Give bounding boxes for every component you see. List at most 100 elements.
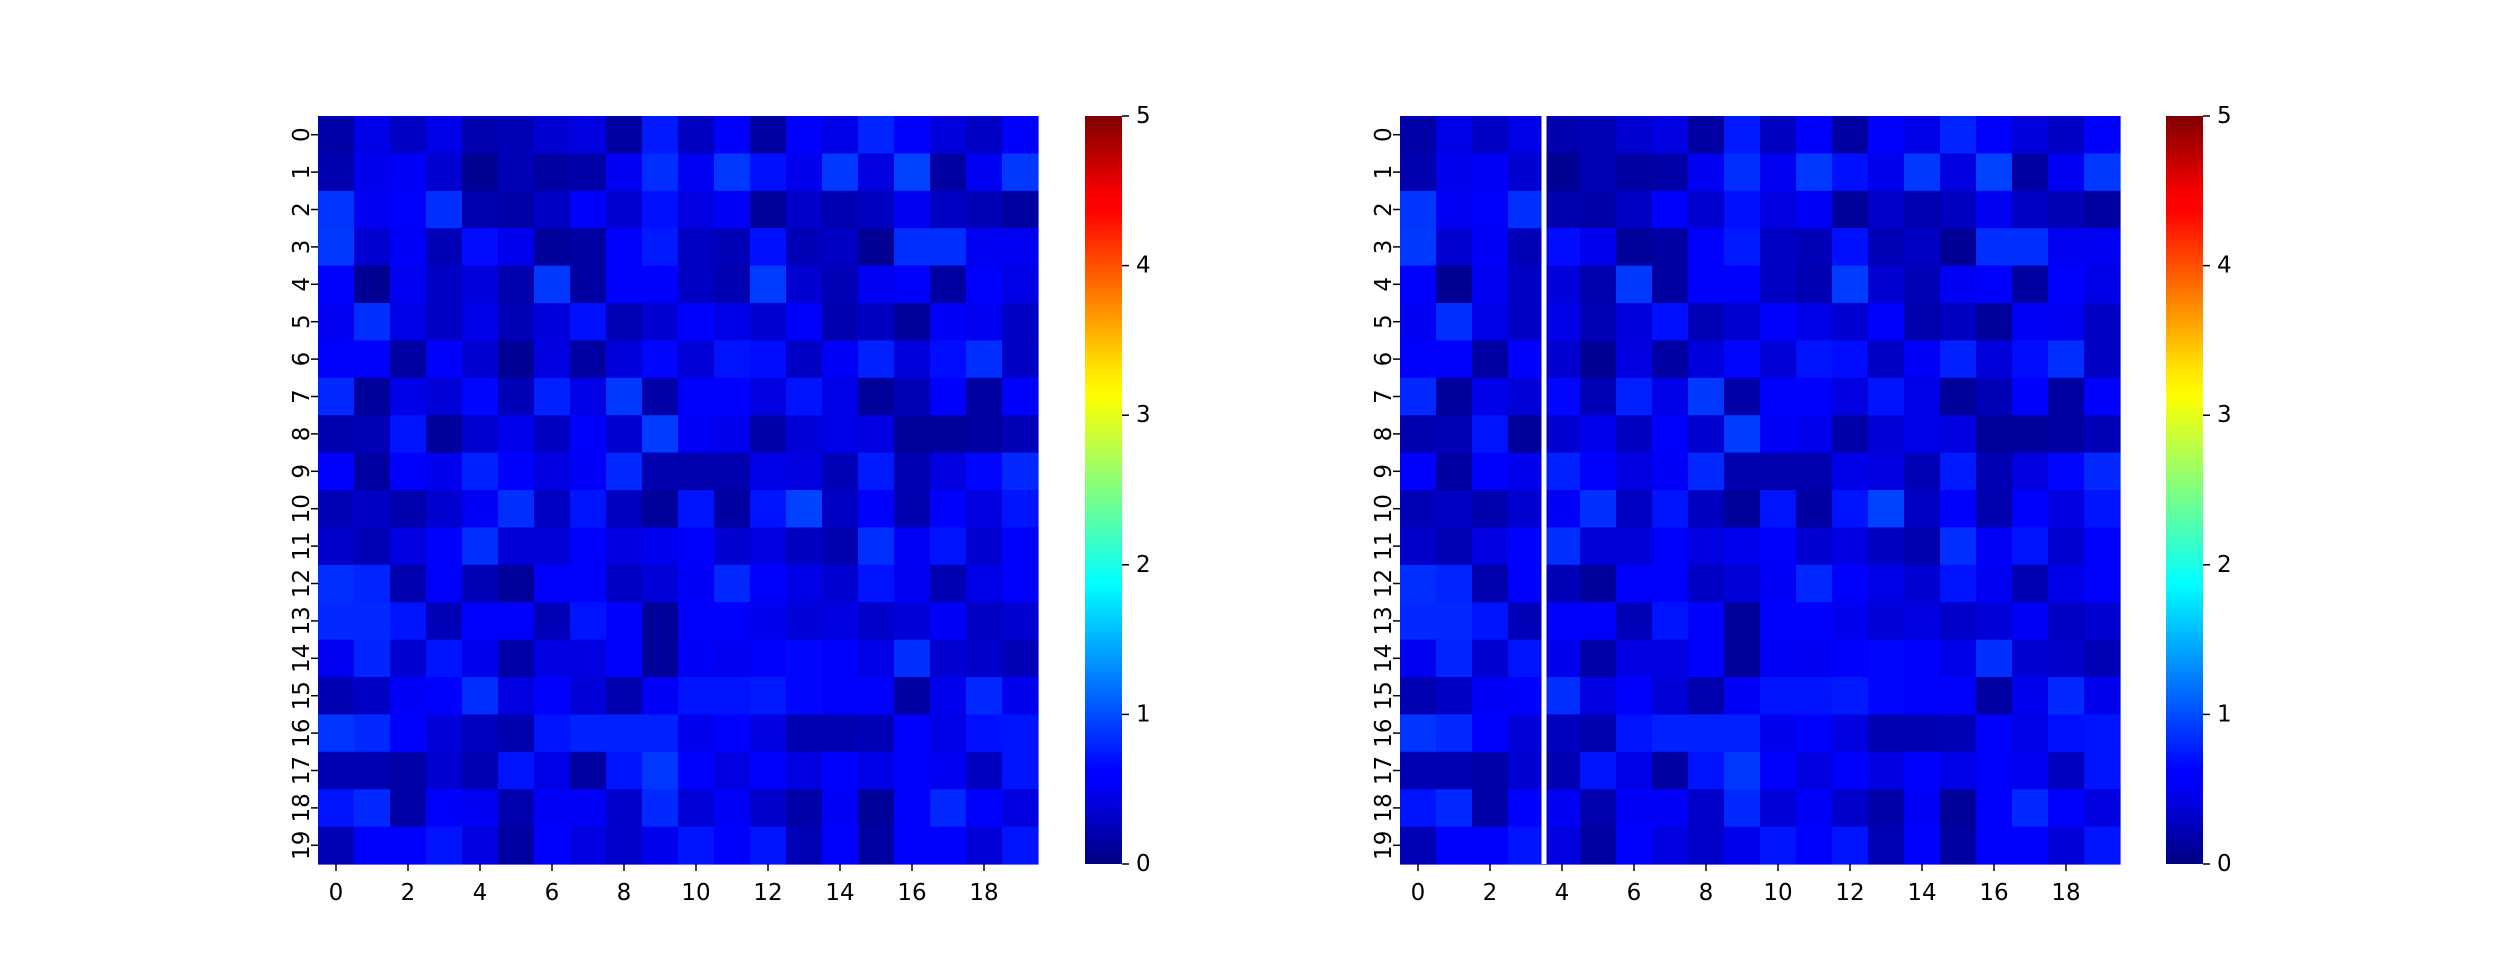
heatmap-cell [2048,789,2085,828]
heatmap-cell [534,826,571,865]
heatmap-cell [1400,639,1437,678]
heatmap-cell [1688,789,1725,828]
heatmap-cell [606,228,643,267]
heatmap-cell [1976,639,2013,678]
heatmap-cell [1832,826,1869,865]
heatmap-cell [1400,116,1437,154]
x-tick-label: 8 [1699,880,1714,906]
heatmap-cell [858,677,895,715]
x-tick-label: 16 [897,880,926,906]
heatmap-cell [1544,228,1581,267]
heatmap-cell [354,116,391,154]
heatmap-cell [462,116,499,154]
heatmap-cell [354,751,391,790]
heatmap-cell [1904,714,1941,753]
heatmap-cell [534,190,571,229]
heatmap-cell [390,564,427,603]
heatmap-cell [1832,116,1869,154]
heatmap-cell [822,639,859,678]
x-tick-label: 14 [825,880,854,906]
heatmap-cell [2084,602,2121,641]
y-tick-label: 16 [1371,718,1397,747]
heatmap-cell [1002,826,1039,865]
heatmap-cell [678,751,715,790]
heatmap-cell [642,415,679,454]
heatmap-cell [1580,639,1617,678]
heatmap-cell [498,415,535,454]
heatmap-cell [894,116,931,154]
heatmap-cell [354,564,391,603]
heatmap-cell [426,527,463,566]
heatmap-cell [894,265,931,304]
heatmap-cell [1832,153,1869,192]
heatmap-cell [390,826,427,865]
heatmap-cell [570,677,607,715]
heatmap-cell [354,190,391,229]
heatmap-cell [1832,377,1869,416]
heatmap-cell [498,677,535,715]
heatmap-cell [1652,714,1689,753]
heatmap-cell [930,639,967,678]
heatmap-cell [714,377,751,416]
y-tick-label: 16 [289,718,315,747]
heatmap-cell [1796,228,1833,267]
heatmap-cell [822,116,859,154]
heatmap-cell [462,602,499,641]
heatmap-cell [1400,677,1437,715]
heatmap-cell [534,490,571,528]
heatmap-cell [1760,190,1797,229]
heatmap-cell [1940,415,1977,454]
heatmap-cell [2012,415,2049,454]
heatmap-cell [1688,751,1725,790]
heatmap-cell [462,153,499,192]
heatmap-cell [1760,377,1797,416]
heatmap-cell [1796,826,1833,865]
heatmap-cell [498,714,535,753]
heatmap-cell [1436,190,1473,229]
heatmap-cell [1904,452,1941,491]
heatmap-cell [1616,527,1653,566]
heatmap-cell [642,602,679,641]
heatmap-cell [1472,415,1509,454]
heatmap-cell [2012,265,2049,304]
y-tick-label: 3 [289,240,315,255]
heatmap-cell [570,190,607,229]
heatmap-cell [714,228,751,267]
heatmap-cell [1616,490,1653,528]
heatmap-cell [570,826,607,865]
heatmap-cell [1400,490,1437,528]
heatmap-cell [2084,265,2121,304]
heatmap-cell [498,190,535,229]
heatmap-cell [714,116,751,154]
heatmap-cell [786,564,823,603]
y-tick-label: 6 [1371,352,1397,367]
heatmap-cell [462,789,499,828]
heatmap-cell [1724,490,1761,528]
heatmap-cell [534,564,571,603]
heatmap-cell [1904,527,1941,566]
heatmap-cell [570,527,607,566]
heatmap-cell [1544,714,1581,753]
heatmap-cell [390,415,427,454]
heatmap-cell [966,190,1003,229]
heatmap-cell [642,340,679,379]
heatmap-cell [1508,826,1545,865]
heatmap-cell [1904,490,1941,528]
heatmap-cell [678,527,715,566]
heatmap-cell [1760,714,1797,753]
heatmap-cell [786,639,823,678]
heatmap-cell [822,527,859,566]
heatmap-cell [1940,677,1977,715]
heatmap-cell [570,116,607,154]
heatmap-cell [1508,677,1545,715]
heatmap-cell [1796,564,1833,603]
y-tick-label: 10 [289,494,315,523]
heatmap-cell [390,602,427,641]
heatmap-cell [318,190,355,229]
heatmap-cell [1796,677,1833,715]
heatmap-cell [642,490,679,528]
heatmap-cell [642,639,679,678]
heatmap-cell [1688,190,1725,229]
heatmap-cell [1760,490,1797,528]
heatmap-cell [570,265,607,304]
